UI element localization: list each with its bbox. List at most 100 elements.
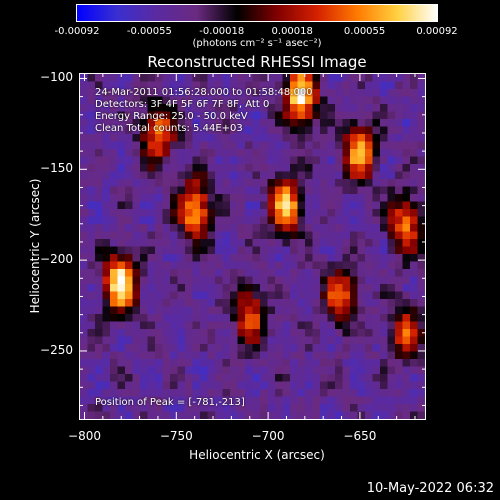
heatmap-cell [200, 389, 209, 398]
heatmap-cell [252, 344, 261, 353]
heatmap-cell [282, 89, 291, 98]
heatmap-cell [230, 329, 239, 338]
heatmap-cell [387, 224, 396, 233]
heatmap-cell [155, 231, 164, 240]
heatmap-cell [260, 224, 269, 233]
heatmap-cell [80, 291, 89, 300]
heatmap-cell [350, 254, 359, 263]
heatmap-cell [245, 276, 254, 285]
heatmap-cell [125, 306, 134, 315]
heatmap-cell [237, 194, 246, 203]
heatmap-cell [132, 149, 141, 158]
heatmap-cell [177, 321, 186, 330]
heatmap-cell [410, 359, 419, 368]
heatmap-cell [170, 231, 179, 240]
heatmap-cell [102, 186, 111, 195]
heatmap-cell [372, 89, 381, 98]
heatmap-cell [192, 216, 201, 225]
heatmap-cell [305, 194, 314, 203]
heatmap-cell [305, 224, 314, 233]
heatmap-cell [222, 246, 231, 255]
heatmap-cell [87, 254, 96, 263]
heatmap-cell [192, 141, 201, 150]
heatmap-cell [140, 321, 149, 330]
heatmap-cell [402, 314, 411, 323]
heatmap-cell [117, 74, 126, 83]
heatmap-cell [387, 104, 396, 113]
heatmap-cell [365, 336, 374, 345]
heatmap-cell [357, 89, 366, 98]
heatmap-cell [245, 254, 254, 263]
heatmap-cell [320, 209, 329, 218]
heatmap-cell [102, 314, 111, 323]
heatmap-cell [305, 81, 314, 90]
heatmap-cell [147, 134, 156, 143]
colorbar-unit-label: (photons cm⁻² s⁻¹ asec⁻²) [192, 38, 322, 49]
heatmap-cell [387, 299, 396, 308]
heatmap-cell [372, 366, 381, 375]
heatmap-cell [417, 149, 425, 158]
heatmap-cell [335, 209, 344, 218]
heatmap-cell [237, 314, 246, 323]
heatmap-cell [357, 179, 366, 188]
heatmap-cell [162, 314, 171, 323]
heatmap-cell [297, 96, 306, 105]
heatmap-cell [395, 329, 404, 338]
heatmap-cell [192, 224, 201, 233]
heatmap-cell [237, 164, 246, 173]
heatmap-cell [245, 336, 254, 345]
heatmap-cell [177, 111, 186, 120]
heatmap-cell [155, 276, 164, 285]
heatmap-cell [342, 389, 351, 398]
heatmap-cell [365, 104, 374, 113]
heatmap-cell [395, 411, 404, 419]
heatmap-cell [80, 209, 89, 218]
heatmap-cell [267, 209, 276, 218]
heatmap-cell [185, 344, 194, 353]
heatmap-cell [170, 179, 179, 188]
heatmap-cell [312, 314, 321, 323]
heatmap-cell [342, 291, 351, 300]
heatmap-cell [185, 164, 194, 173]
heatmap-cell [417, 96, 425, 105]
heatmap-cell [87, 336, 96, 345]
heatmap-cell [282, 389, 291, 398]
heatmap-cell [117, 351, 126, 360]
heatmap-cell [95, 224, 104, 233]
heatmap-cell [327, 351, 336, 360]
heatmap-cell [185, 321, 194, 330]
heatmap-cell [372, 351, 381, 360]
heatmap-cell [282, 261, 291, 270]
heatmap-cell [357, 314, 366, 323]
heatmap-cell [410, 396, 419, 405]
heatmap-cell [200, 321, 209, 330]
heatmap-cell [162, 284, 171, 293]
heatmap-cell [365, 164, 374, 173]
heatmap-cell [350, 374, 359, 383]
heatmap-cell [372, 381, 381, 390]
heatmap-cell [177, 366, 186, 375]
heatmap-cell [185, 141, 194, 150]
heatmap-cell [327, 224, 336, 233]
heatmap-cell [87, 74, 96, 83]
heatmap-cell [200, 201, 209, 210]
heatmap-cell [147, 359, 156, 368]
heatmap-cell [162, 89, 171, 98]
heatmap-cell [102, 149, 111, 158]
heatmap-cell [207, 276, 216, 285]
heatmap-cell [410, 126, 419, 135]
heatmap-cell [95, 381, 104, 390]
heatmap-cell [365, 179, 374, 188]
heatmap-cell [102, 366, 111, 375]
heatmap-cell [297, 291, 306, 300]
heatmap-cell [200, 186, 209, 195]
heatmap-cell [275, 179, 284, 188]
heatmap-cell [117, 336, 126, 345]
heatmap-cell [380, 344, 389, 353]
heatmap-cell [327, 111, 336, 120]
heatmap-cell [267, 404, 276, 413]
heatmap-cell [305, 111, 314, 120]
heatmap-cell [125, 366, 134, 375]
heatmap-cell [282, 284, 291, 293]
heatmap-cell [140, 149, 149, 158]
